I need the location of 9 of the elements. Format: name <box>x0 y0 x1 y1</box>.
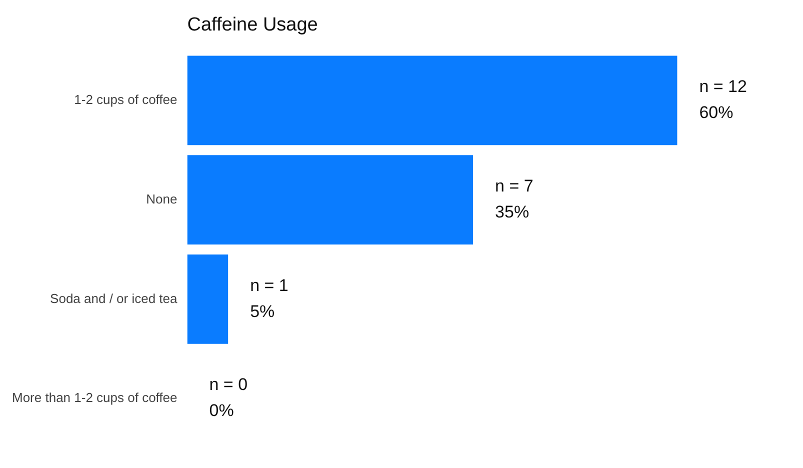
chart-title: Caffeine Usage <box>187 14 318 36</box>
y-tick-label: More than 1-2 cups of coffee <box>12 390 178 406</box>
y-tick-label: 1-2 cups of coffee <box>74 92 178 108</box>
data-label: n = 7 35% <box>495 176 534 222</box>
y-tick-label: Soda and / or iced tea <box>50 290 178 306</box>
data-label: n = 1 5% <box>250 276 288 321</box>
data-label: n = 0 0% <box>209 375 248 420</box>
data-label: n = 12 60% <box>699 77 747 122</box>
y-tick-label: None <box>146 191 178 206</box>
